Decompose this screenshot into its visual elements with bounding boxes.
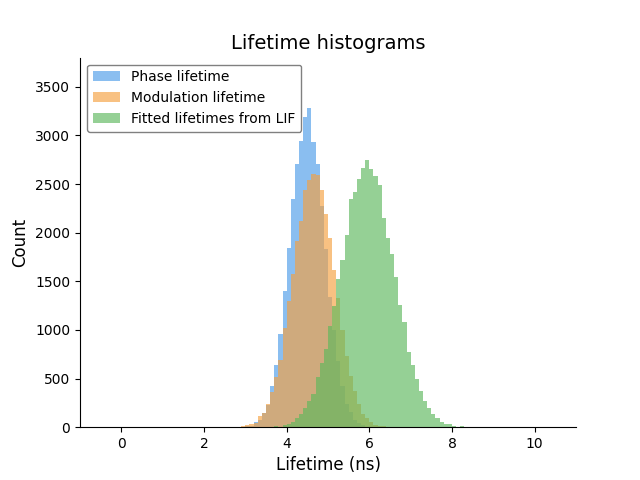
Polygon shape (80, 108, 576, 427)
Title: Lifetime histograms: Lifetime histograms (231, 34, 425, 53)
X-axis label: Lifetime (ns): Lifetime (ns) (275, 456, 381, 474)
Y-axis label: Count: Count (12, 218, 29, 267)
Polygon shape (80, 160, 576, 427)
Polygon shape (80, 174, 576, 427)
Legend: Phase lifetime, Modulation lifetime, Fitted lifetimes from LIF: Phase lifetime, Modulation lifetime, Fit… (87, 64, 301, 132)
